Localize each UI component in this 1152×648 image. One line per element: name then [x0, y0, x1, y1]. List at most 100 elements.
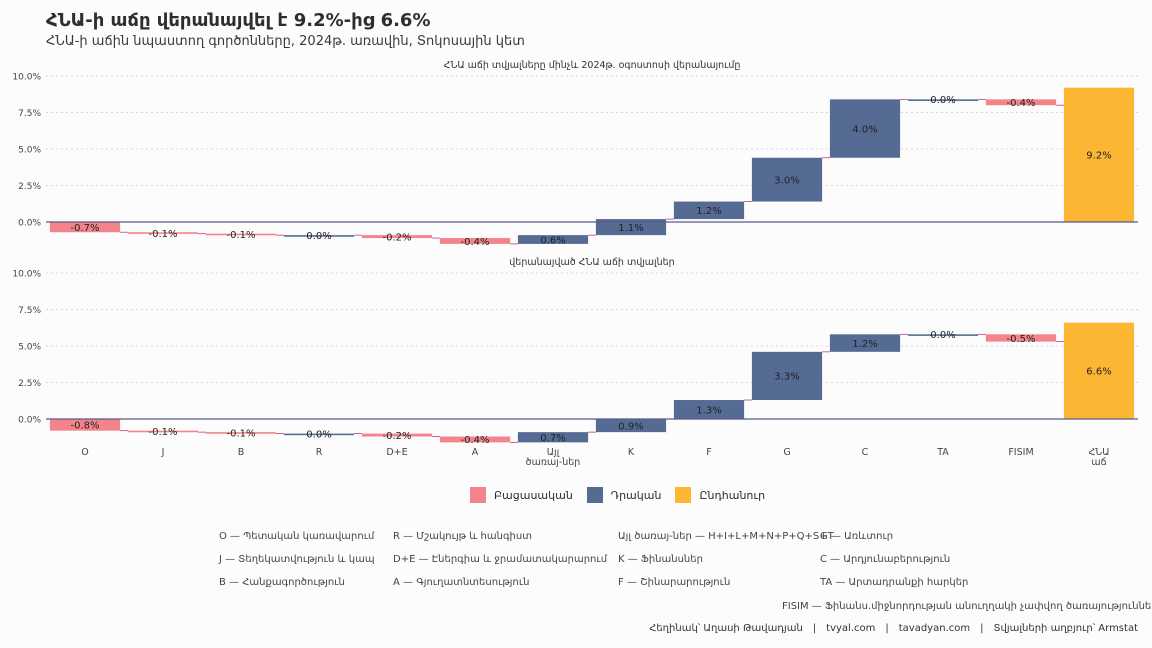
bar-6 — [439, 436, 511, 443]
bar-6 — [439, 238, 511, 244]
bar-5 — [361, 433, 433, 437]
x-tick-label: J — [161, 447, 165, 458]
caption: Հեղինակ՝ Աղասի Թավադյան | tvyal.com | tavady… — [649, 623, 1138, 634]
caption-author: Հեղինակ՝ Աղասի Թավադյան — [649, 623, 803, 634]
data-label: 1.1% — [618, 223, 643, 234]
x-tick-label: B — [238, 447, 245, 458]
bar-11 — [829, 99, 901, 158]
bar-7 — [517, 235, 589, 244]
bar-10 — [751, 157, 823, 202]
legend-item-total: Ընդհանուր — [675, 487, 765, 503]
data-label: -0.1% — [148, 427, 177, 438]
panel-title-1: ՀՆԱ աճի տվյալները մինչև 2024թ. օգոստոսի … — [444, 60, 741, 71]
bar-3 — [205, 432, 277, 434]
data-label: -0.8% — [70, 421, 99, 432]
bar-2 — [127, 232, 199, 234]
legend-item-positive: Դրական — [586, 487, 662, 503]
x-tick-label: C — [862, 447, 869, 458]
x-tick-label: աճ — [1091, 457, 1106, 468]
data-label: -0.4% — [1006, 98, 1035, 109]
abbr-j: J — Տեղեկատվություն և կապ — [219, 554, 375, 565]
abbr-ta: TA — Արտադրանքի հարկեր — [820, 577, 969, 588]
bar-5 — [361, 235, 433, 239]
bar-12 — [907, 334, 979, 336]
data-label: -0.4% — [460, 435, 489, 446]
data-label: 9.2% — [1086, 151, 1111, 162]
abbr-o: O — Պետական կառավարում — [219, 531, 375, 542]
data-label: -0.2% — [382, 232, 411, 243]
x-tick-label: Այլ — [547, 447, 560, 458]
x-tick-label: TA — [936, 447, 949, 458]
data-label: -0.1% — [226, 429, 255, 440]
data-label: 3.3% — [774, 372, 799, 383]
data-label: -0.1% — [226, 230, 255, 241]
caption-site2: tavadyan.com — [898, 623, 971, 634]
bar-9 — [673, 400, 745, 419]
y-tick-label: 2.5% — [18, 182, 41, 192]
caption-sep-3: | — [980, 623, 984, 634]
abbr-c: C — Արդյունաբերություն — [820, 554, 951, 565]
y-tick-label: 5.0% — [18, 343, 41, 353]
x-tick-label: O — [81, 447, 88, 458]
legend-label-positive: Դրական — [610, 488, 662, 502]
bar-13 — [985, 99, 1057, 106]
y-tick-label: 0.0% — [18, 219, 41, 229]
bar-4 — [283, 433, 355, 436]
bar-14 — [1063, 322, 1135, 419]
legend-label-total: Ընդհանուր — [699, 488, 766, 502]
data-label: 0.9% — [618, 421, 643, 432]
data-label: 0.7% — [540, 433, 565, 444]
abbr-g: G — Առևտուր — [820, 531, 894, 542]
x-tick-label: D+E — [386, 447, 407, 458]
legend-swatch-negative — [470, 487, 486, 503]
bar-10 — [751, 351, 823, 401]
y-tick-label: 2.5% — [18, 379, 41, 389]
data-label: -0.4% — [460, 237, 489, 248]
x-tick-label: R — [316, 447, 323, 458]
bar-3 — [205, 233, 277, 236]
y-tick-label: 0.0% — [18, 416, 41, 426]
bar-1 — [49, 222, 121, 233]
bar-11 — [829, 334, 901, 352]
x-tick-label: ծառայ-ներ — [526, 457, 581, 468]
waterfall-charts: ՀՆԱ աճի տվյալները մինչև 2024թ. օգոստոսի … — [12, 60, 1138, 468]
y-tick-label: 7.5% — [18, 109, 41, 119]
y-tick-label: 5.0% — [18, 146, 41, 156]
data-label: -0.5% — [1006, 334, 1035, 345]
bar-12 — [907, 99, 979, 101]
bar-8 — [595, 219, 667, 236]
bar-14 — [1063, 87, 1135, 223]
bar-8 — [595, 419, 667, 433]
abbr-a: A — Գյուղատնտեսություն — [393, 577, 530, 588]
data-label: 1.3% — [696, 405, 721, 416]
data-label: 3.0% — [774, 175, 799, 186]
abbr-de: D+E — Էներգիա և ջրամատակարարում — [393, 554, 608, 565]
x-tick-label: F — [706, 447, 711, 458]
caption-sep-2: | — [885, 623, 889, 634]
legend-label-negative: Բացասական — [494, 488, 573, 502]
bar-1 — [49, 419, 121, 431]
y-tick-label: 7.5% — [18, 306, 41, 316]
data-label: 4.0% — [852, 124, 877, 135]
panel-title-2: վերանայված ՀՆԱ աճի տվյալներ — [509, 257, 674, 268]
legend-swatch-positive — [586, 487, 603, 503]
data-label: 0.0% — [930, 95, 955, 106]
bar-13 — [985, 334, 1057, 342]
data-label: 0.0% — [306, 429, 331, 440]
bar-9 — [673, 201, 745, 220]
legend-item-negative: Բացասական — [470, 487, 573, 503]
x-tick-label: FISIM — [1008, 447, 1033, 458]
abbr-b: B — Հանքագործություն — [219, 577, 345, 588]
abbr-other: Այլ ծառայ-ներ — H+I+L+M+N+P+Q+S+T — [618, 531, 834, 542]
chart-title: ՀՆԱ-ի աճը վերանայվել է 9.2%-ից 6.6% — [46, 10, 431, 31]
abbr-fisim: FISIM — Ֆինանս.միջնորդության անուղղակի չ… — [782, 601, 1152, 612]
abbr-f: F — Շինարարություն — [618, 577, 731, 588]
bar-2 — [127, 430, 199, 433]
bar-4 — [283, 235, 355, 237]
y-tick-label: 10.0% — [12, 73, 41, 83]
caption-site1: tvyal.com — [826, 623, 876, 634]
data-label: -0.2% — [382, 431, 411, 442]
legend-swatch-total — [675, 487, 692, 503]
data-label: 1.2% — [696, 206, 721, 217]
